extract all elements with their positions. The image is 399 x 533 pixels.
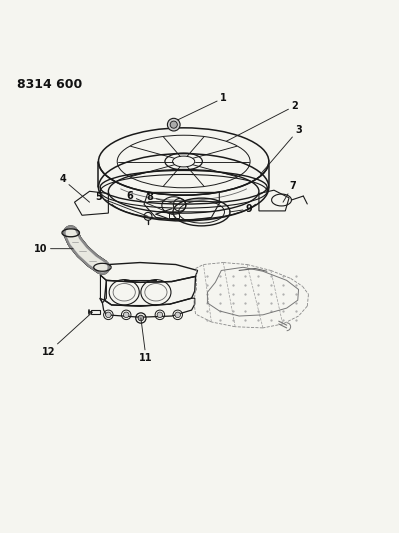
- Text: 3: 3: [260, 125, 302, 174]
- Circle shape: [123, 312, 129, 318]
- Text: 10: 10: [34, 244, 77, 254]
- Text: 6: 6: [127, 191, 174, 215]
- Text: 4: 4: [59, 174, 89, 202]
- Text: 12: 12: [42, 312, 93, 357]
- Text: 7: 7: [283, 181, 296, 202]
- Circle shape: [106, 312, 111, 318]
- Text: 5: 5: [95, 192, 148, 216]
- Text: 8314 600: 8314 600: [17, 78, 83, 91]
- Text: 11: 11: [139, 318, 153, 362]
- Circle shape: [138, 315, 144, 321]
- Circle shape: [168, 118, 180, 131]
- Circle shape: [175, 312, 180, 318]
- Text: 2: 2: [226, 101, 298, 141]
- Circle shape: [157, 312, 163, 318]
- Circle shape: [170, 121, 177, 128]
- Text: 1: 1: [178, 93, 227, 120]
- Text: 8: 8: [146, 192, 180, 205]
- Text: 9: 9: [229, 204, 253, 214]
